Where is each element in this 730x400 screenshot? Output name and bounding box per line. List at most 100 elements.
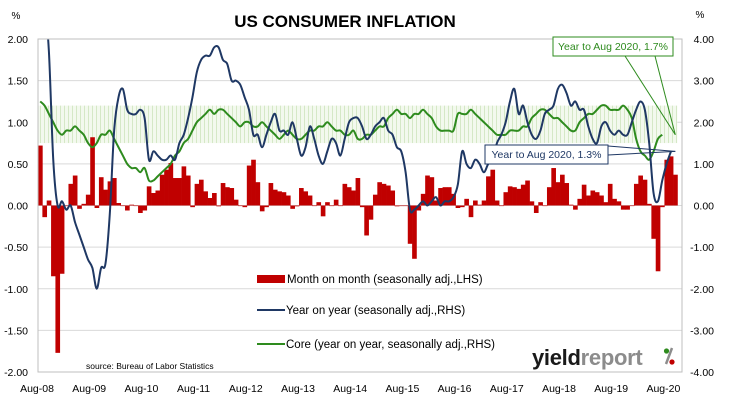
bar-mom	[377, 182, 382, 206]
bar-mom	[616, 201, 622, 206]
line-yoy	[47, 39, 672, 290]
bar-mom	[359, 205, 365, 208]
bar-mom	[312, 205, 317, 207]
mom-bars	[38, 137, 678, 353]
right-tick-label: 4.00	[694, 34, 715, 46]
bar-mom	[146, 186, 152, 206]
x-tick-label: Aug-11	[177, 383, 210, 395]
bar-mom	[560, 174, 565, 206]
bar-mom	[464, 198, 469, 206]
right-tick-label: 2.00	[694, 117, 715, 129]
bar-mom	[168, 163, 174, 206]
x-axis-ticks: Aug-08 Aug-09 Aug-10 Aug-11 Aug-12 Aug-13 Aug-…	[20, 383, 680, 395]
chart-title: US CONSUMER INFLATION	[234, 12, 456, 31]
bar-mom	[633, 183, 639, 206]
bar-mom	[386, 185, 391, 206]
bar-mom	[520, 184, 526, 206]
legend-label-mom: Month on month (seasonally adj.,LHS)	[287, 274, 483, 286]
bar-mom	[664, 159, 670, 206]
bar-mom	[316, 202, 322, 206]
bar-mom	[303, 191, 309, 206]
bar-mom	[668, 156, 674, 206]
x-tick-label: Aug-09	[72, 383, 106, 395]
bar-mom	[525, 180, 530, 206]
bar-mom	[90, 137, 95, 206]
x-tick-label: Aug-14	[333, 383, 367, 395]
x-tick-label: Aug-18	[542, 383, 576, 395]
bar-mom	[220, 183, 226, 206]
bar-mom	[381, 183, 387, 206]
left-tick-label: -1.00	[4, 284, 28, 296]
bar-mom	[364, 205, 369, 236]
bar-mom	[538, 202, 543, 206]
bar-mom	[133, 205, 139, 207]
bar-mom	[320, 205, 326, 217]
annotation-leader-core	[624, 55, 676, 136]
bar-mom	[212, 193, 217, 206]
legend-label-yoy: Year on year (seasonally adj.,RHS)	[286, 305, 465, 317]
bar-mom	[225, 187, 230, 206]
bar-mom	[494, 200, 500, 206]
bar-mom	[264, 205, 269, 208]
left-tick-label: 1.50	[8, 76, 29, 88]
bar-mom	[555, 182, 561, 206]
bar-mom	[181, 166, 187, 206]
bar-mom	[577, 198, 583, 206]
bar-mom	[59, 205, 65, 274]
bar-mom	[455, 205, 461, 208]
bar-mom	[111, 178, 117, 206]
bar-mom	[477, 204, 483, 206]
left-tick-label: 0.50	[8, 159, 29, 171]
left-tick-label: 2.00	[8, 34, 29, 46]
bar-mom	[172, 178, 178, 206]
bar-mom	[607, 183, 613, 206]
bar-mom	[190, 205, 195, 208]
right-tick-label: 0.00	[694, 201, 715, 213]
bar-mom	[651, 205, 657, 239]
bar-mom	[564, 183, 570, 206]
bar-mom	[490, 169, 496, 206]
bar-mom	[338, 205, 343, 207]
bar-mom	[394, 205, 400, 207]
bar-mom	[346, 187, 352, 206]
bar-mom	[85, 194, 91, 206]
annotation-leader-yoy	[607, 145, 676, 152]
bar-mom	[468, 205, 474, 218]
bar-mom	[203, 191, 208, 206]
bar-mom	[368, 205, 374, 220]
x-tick-label: Aug-08	[20, 383, 54, 395]
bar-mom	[481, 200, 487, 206]
x-tick-label: Aug-16	[438, 383, 472, 395]
bar-mom	[329, 205, 335, 207]
legend: Month on month (seasonally adj.,LHS) Yea…	[257, 274, 495, 351]
logo-yield: yield	[532, 345, 581, 370]
bar-mom	[272, 189, 278, 206]
bar-mom	[238, 205, 243, 207]
bar-mom	[259, 205, 265, 212]
x-tick-label: Aug-12	[229, 383, 263, 395]
bar-mom	[159, 174, 165, 206]
bar-mom	[399, 205, 404, 207]
bar-mom	[138, 205, 143, 213]
bar-mom	[529, 201, 535, 206]
bar-mom	[351, 190, 356, 206]
bar-mom	[655, 205, 661, 272]
bar-mom	[268, 183, 274, 206]
annotation-box-yoy	[484, 144, 609, 165]
bar-mom	[233, 199, 239, 206]
bar-mom	[620, 205, 626, 210]
bar-mom	[642, 179, 648, 206]
bar-mom	[407, 205, 413, 244]
bar-mom	[68, 183, 74, 206]
bar-mom	[333, 199, 339, 206]
x-tick-label: Aug-13	[281, 383, 315, 395]
bar-mom	[673, 174, 678, 206]
bar-mom	[568, 204, 574, 206]
annotation-leader-yoy	[607, 150, 676, 156]
bar-mom	[285, 195, 291, 206]
bar-mom	[372, 194, 378, 206]
bar-mom	[429, 177, 435, 206]
bar-mom	[164, 169, 169, 206]
bar-mom	[151, 193, 156, 206]
annotation-text-core: Year to Aug 2020, 1.7%	[558, 41, 668, 53]
